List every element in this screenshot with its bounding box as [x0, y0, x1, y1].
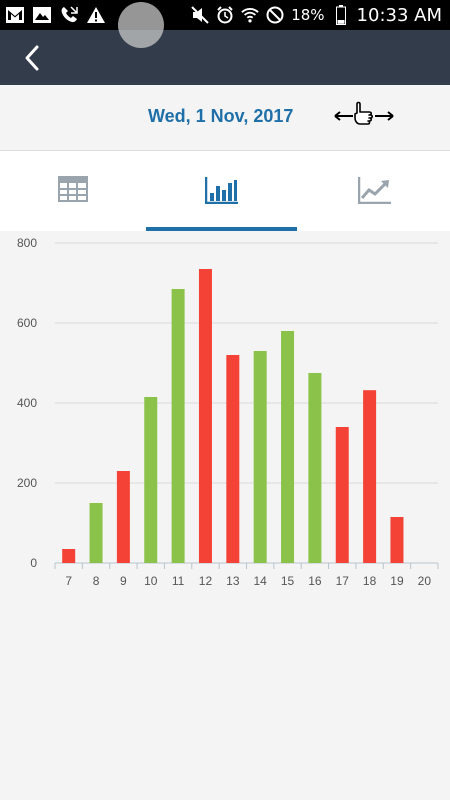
x-tick-label: 11: [172, 574, 185, 588]
x-tick-label: 12: [199, 574, 213, 588]
bar[interactable]: [171, 289, 185, 563]
clock: 10:33 AM: [356, 4, 442, 26]
x-tick-label: 15: [281, 574, 295, 588]
x-tick-label: 10: [144, 574, 158, 588]
wifi-icon: [241, 6, 259, 24]
table-icon: [58, 176, 88, 202]
bar[interactable]: [390, 517, 404, 563]
date-bar: Wed, 1 Nov, 2017: [0, 85, 450, 151]
battery-icon: [332, 5, 350, 25]
bar-chart-icon: [205, 177, 238, 204]
x-tick-label: 9: [120, 574, 127, 588]
x-tick-label: 13: [226, 574, 240, 588]
touch-indicator: [118, 2, 164, 48]
y-tick-label: 600: [17, 316, 37, 330]
do-not-disturb-icon: [266, 6, 284, 24]
tab-bar-chart[interactable]: [150, 151, 300, 231]
bar-chart: 0 200 400 600 800 7 8 9 10 11 12 13 14 15 16 17 18 19 20: [0, 231, 450, 800]
bar[interactable]: [335, 427, 349, 563]
alarm-icon: [216, 6, 234, 24]
app-bar: [0, 30, 450, 85]
tab-line-chart[interactable]: [300, 151, 450, 231]
bar[interactable]: [198, 269, 212, 563]
selected-date[interactable]: Wed, 1 Nov, 2017: [148, 106, 294, 126]
missed-call-icon: [60, 6, 78, 24]
x-tick-label: 8: [93, 574, 100, 588]
x-tick-label: 14: [253, 574, 267, 588]
bar[interactable]: [363, 390, 377, 563]
gmail-icon: [6, 6, 24, 24]
battery-percent: 18%: [291, 6, 325, 24]
bar[interactable]: [116, 471, 130, 563]
view-tabs: [0, 151, 450, 231]
bar[interactable]: [62, 549, 76, 563]
y-tick-label: 400: [17, 396, 37, 410]
back-button[interactable]: [18, 43, 48, 73]
bar[interactable]: [226, 355, 240, 563]
bar[interactable]: [308, 373, 322, 563]
line-chart-icon: [358, 177, 391, 204]
x-tick-label: 16: [308, 574, 322, 588]
y-tick-label: 200: [17, 476, 37, 490]
x-tick-label: 17: [336, 574, 350, 588]
warning-icon: [87, 6, 105, 24]
bar[interactable]: [89, 503, 103, 563]
bar-chart-svg: 0 200 400 600 800 7 8 9 10 11 12 13 14 15 16 17 18 19 20: [17, 236, 439, 588]
x-tick-label: 20: [418, 574, 432, 588]
status-bar: 18% 10:33 AM: [0, 0, 450, 30]
x-tick-label: 7: [65, 574, 72, 588]
back-arrow-icon: [25, 45, 39, 71]
y-tick-label: 800: [17, 236, 37, 250]
tab-table[interactable]: [0, 151, 150, 231]
mute-icon: [191, 6, 209, 24]
swipe-hand-icon: [333, 100, 395, 132]
x-tick-label: 18: [363, 574, 377, 588]
image-icon: [33, 6, 51, 24]
y-tick-label: 0: [30, 556, 37, 570]
active-tab-indicator: [146, 227, 297, 231]
bar[interactable]: [281, 331, 295, 563]
bar[interactable]: [144, 397, 158, 563]
bar[interactable]: [253, 351, 267, 563]
x-tick-label: 19: [390, 574, 404, 588]
